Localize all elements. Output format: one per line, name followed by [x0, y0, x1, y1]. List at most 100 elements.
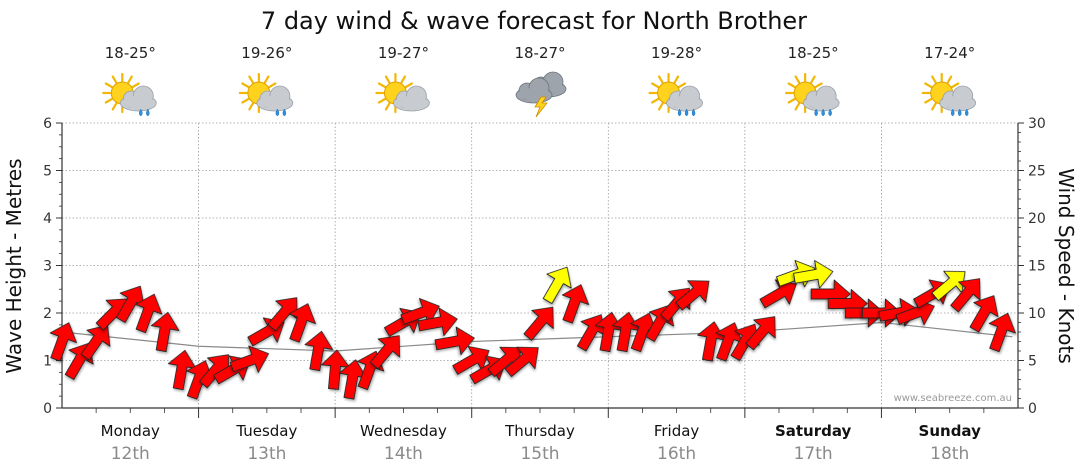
day-date-label: 12th: [111, 444, 150, 464]
sun-cloud-rain-icon: [921, 72, 977, 117]
wind-arrow: [288, 303, 316, 343]
wind-arrow-shape: [950, 278, 981, 313]
wind-arrow-shape: [304, 330, 334, 372]
wind-arrow: [542, 266, 572, 304]
day-name-label: Wednesday: [360, 422, 447, 440]
left-tick-label: 5: [43, 164, 52, 180]
wind-arrow-shape: [523, 306, 554, 341]
right-tick-label: 5: [1028, 354, 1037, 370]
wind-arrow-shape: [150, 311, 180, 353]
rain-drops: [139, 108, 150, 117]
lightning-bolt: [534, 96, 548, 118]
day-name-label: Tuesday: [235, 422, 297, 440]
day-temperature-label: 18-25°: [788, 44, 839, 62]
day-date-label: 13th: [247, 444, 286, 464]
wind-arrow: [969, 295, 999, 333]
wind-arrow: [950, 278, 981, 313]
wind-arrow-shape: [135, 293, 163, 334]
day-temperature-label: 19-26°: [241, 44, 292, 62]
wind-arrow: [267, 297, 298, 332]
wind-arrow: [793, 260, 834, 289]
day-temperature-label: 17-24°: [924, 44, 975, 62]
wind-arrow: [49, 322, 77, 362]
wind-arrow: [417, 307, 458, 337]
rain-drops: [950, 108, 969, 117]
cloud-shape: [119, 85, 157, 112]
sun-cloud-showers-icon: [238, 72, 294, 117]
right-tick-label: 0: [1028, 401, 1037, 417]
day-name-label: Friday: [654, 422, 700, 440]
wind-arrow: [504, 346, 539, 377]
credit-text: www.seabreeze.com.au: [894, 393, 1012, 404]
wind-arrow-shape: [417, 307, 458, 337]
chart-title: 7 day wind & wave forecast for North Bro…: [261, 7, 807, 35]
wind-arrow-shape: [434, 326, 475, 356]
wind-arrow: [229, 345, 270, 373]
left-axis-ticks: 0 1 2 3 4 5 6: [43, 116, 52, 417]
wind-arrow: [135, 293, 163, 334]
right-axis-ticks: 0 5 10 15 20 25 30: [1028, 116, 1046, 417]
y2-axis-label: Wind Speed - Knots: [1054, 168, 1078, 364]
right-tick-label: 25: [1028, 164, 1046, 180]
wind-arrow-shape: [369, 335, 401, 370]
wind-arrow-shape: [504, 346, 539, 377]
storm-icon: [515, 71, 567, 118]
day-name-label: Saturday: [775, 422, 852, 440]
y-axis-label: Wave Height - Metres: [2, 158, 26, 373]
cloud-shape: [666, 85, 703, 112]
wind-arrow: [931, 270, 966, 301]
day-name-label: Thursday: [504, 422, 575, 440]
right-tick-label: 20: [1028, 211, 1046, 227]
cloud-shape: [393, 85, 430, 112]
day-temperatures: 18-25° 19-26° 19-27° 18-27° 19-28° 18-25° 17-2…: [105, 44, 976, 62]
wind-arrow-shape: [675, 280, 710, 311]
wind-arrow-shape: [759, 279, 797, 309]
day-date-label: 18th: [930, 444, 969, 464]
wind-arrow: [80, 324, 111, 361]
wind-arrow-shape: [49, 322, 77, 362]
cloud-shape: [515, 77, 553, 104]
wind-arrow-shape: [988, 312, 1016, 353]
wave-series: [61, 321, 1013, 352]
right-tick-label: 30: [1028, 116, 1046, 132]
rain-drops: [814, 108, 832, 117]
sun-cloud-rain-icon: [785, 72, 840, 117]
wind-arrow-shape: [229, 345, 270, 373]
right-tick-label: 15: [1028, 259, 1046, 275]
left-tick-label: 4: [43, 211, 52, 227]
cloud-shape: [802, 85, 840, 112]
wind-arrow: [561, 284, 590, 324]
wind-arrow-shape: [561, 284, 590, 324]
wind-arrow: [675, 280, 710, 311]
day-date-label: 17th: [794, 444, 833, 464]
wind-arrow: [745, 316, 776, 351]
wind-arrow: [304, 330, 334, 372]
day-temperature-label: 18-25°: [105, 44, 156, 62]
wind-arrow-shape: [969, 295, 999, 333]
sun-cloud-rain-icon: [648, 72, 703, 117]
left-tick-label: 0: [43, 401, 52, 417]
rain-drops: [677, 108, 696, 117]
day-temperature-label: 18-27°: [514, 44, 565, 62]
left-tick-label: 2: [43, 306, 52, 322]
day-name-label: Monday: [101, 422, 160, 440]
wind-arrow: [434, 326, 475, 356]
wind-arrow-shape: [542, 266, 572, 304]
day-temperature-label: 19-28°: [651, 44, 702, 62]
wind-series: [49, 260, 1016, 400]
day-labels: Monday 12th Tuesday 13th Wednesday 14th Thursd…: [101, 422, 981, 464]
cloud-shape: [939, 85, 977, 112]
wind-arrow: [150, 311, 180, 353]
day-date-label: 16th: [657, 444, 696, 464]
left-tick-label: 1: [43, 354, 52, 370]
day-temperature-label: 19-27°: [378, 44, 429, 62]
wind-arrow-shape: [267, 297, 298, 332]
wind-arrow-shape: [931, 270, 966, 301]
wind-arrow: [523, 306, 554, 341]
wind-arrow-shape: [745, 316, 776, 351]
wind-arrow: [369, 335, 401, 370]
cloud-shape: [256, 85, 294, 112]
sun-cloud-icon: [375, 72, 430, 114]
